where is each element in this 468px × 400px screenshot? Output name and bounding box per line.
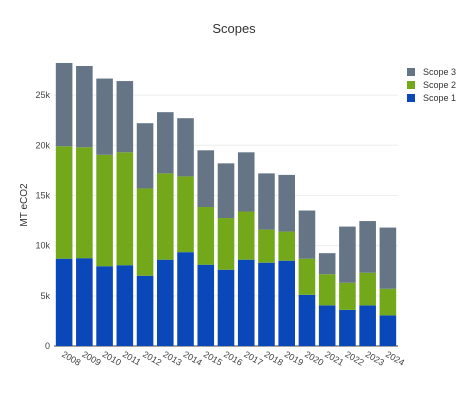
bar-segment-scope-1[interactable]	[136, 275, 154, 346]
bar-segment-scope-3[interactable]	[217, 163, 235, 219]
bar-segment-scope-2[interactable]	[318, 274, 336, 306]
x-tick-label: 2021	[323, 349, 345, 368]
x-tick-label: 2016	[222, 349, 244, 368]
y-tick-label: 10k	[35, 241, 50, 251]
bar-segment-scope-3[interactable]	[55, 62, 73, 147]
bar-segment-scope-1[interactable]	[359, 305, 376, 346]
bar-segment-scope-1[interactable]	[298, 294, 316, 346]
x-tick-label: 2014	[182, 349, 204, 368]
legend-item-scope-2[interactable]: Scope 2	[407, 80, 456, 90]
legend-swatch	[407, 68, 415, 76]
legend-label: Scope 3	[423, 67, 456, 77]
x-tick-label: 2008	[60, 349, 82, 368]
bar-segment-scope-3[interactable]	[339, 226, 356, 283]
bar-segment-scope-3[interactable]	[258, 173, 275, 230]
bar-segment-scope-1[interactable]	[76, 258, 93, 346]
bar-segment-scope-1[interactable]	[379, 315, 397, 346]
y-tick-label: 15k	[35, 190, 50, 200]
x-tick-label: 2013	[161, 349, 183, 368]
x-tick-label: 2023	[364, 349, 386, 368]
bar-segment-scope-2[interactable]	[96, 154, 113, 267]
x-tick-label: 2020	[303, 349, 325, 368]
chart-title: Scopes	[212, 21, 256, 36]
legend-item-scope-3[interactable]: Scope 3	[407, 67, 456, 77]
x-tick-label: 2017	[242, 349, 264, 368]
bar-segment-scope-2[interactable]	[237, 211, 255, 260]
legend-label: Scope 1	[423, 93, 456, 103]
bar-segment-scope-1[interactable]	[339, 309, 356, 346]
x-tick-label: 2011	[121, 349, 143, 367]
y-tick-label: 5k	[40, 291, 50, 301]
bar-segment-scope-3[interactable]	[96, 78, 113, 155]
x-tick-label: 2024	[384, 349, 406, 368]
bar-segment-scope-3[interactable]	[177, 118, 194, 177]
y-axis-ticks: 0 5k 10k 15k 20k 25k	[35, 90, 50, 351]
legend-label: Scope 2	[423, 80, 456, 90]
bar-segment-scope-2[interactable]	[278, 231, 296, 261]
bar-segment-scope-1[interactable]	[318, 305, 336, 346]
bar-segment-scope-1[interactable]	[237, 259, 255, 346]
bar-segment-scope-3[interactable]	[318, 253, 336, 275]
bar-segment-scope-2[interactable]	[379, 288, 397, 316]
bar-segment-scope-2[interactable]	[298, 258, 316, 295]
bar-segment-scope-3[interactable]	[278, 174, 296, 232]
bar-segment-scope-3[interactable]	[136, 123, 154, 189]
x-tick-label: 2010	[101, 349, 123, 368]
bar-segment-scope-3[interactable]	[156, 112, 174, 174]
bar-segment-scope-3[interactable]	[116, 81, 134, 153]
bar-segment-scope-1[interactable]	[156, 259, 174, 346]
x-tick-label: 2012	[141, 349, 163, 368]
x-tick-label: 2019	[283, 349, 305, 368]
bar-segment-scope-1[interactable]	[116, 265, 134, 346]
x-axis-ticks: 2008200920102011201220132014201520162017…	[60, 349, 406, 368]
bar-segment-scope-2[interactable]	[156, 173, 174, 260]
bar-segment-scope-1[interactable]	[197, 264, 215, 346]
bar-segment-scope-1[interactable]	[96, 266, 113, 346]
y-tick-label: 0	[45, 341, 50, 351]
bar-segment-scope-1[interactable]	[217, 269, 235, 346]
bar-segment-scope-3[interactable]	[298, 210, 316, 259]
x-tick-label: 2022	[343, 349, 365, 368]
bar-segment-scope-2[interactable]	[55, 146, 73, 259]
bar-segment-scope-2[interactable]	[116, 152, 134, 266]
bar-segment-scope-2[interactable]	[217, 218, 235, 270]
bar-segment-scope-2[interactable]	[339, 282, 356, 310]
bar-segment-scope-3[interactable]	[76, 66, 93, 148]
bar-segment-scope-3[interactable]	[237, 152, 255, 212]
bar-segment-scope-3[interactable]	[379, 227, 397, 289]
x-tick-label: 2018	[262, 349, 284, 368]
bar-segment-scope-2[interactable]	[197, 207, 215, 265]
bar-segment-scope-1[interactable]	[258, 262, 275, 346]
bar-segment-scope-2[interactable]	[76, 147, 93, 259]
legend-swatch	[407, 81, 415, 89]
bar-segment-scope-1[interactable]	[177, 252, 194, 346]
x-tick-label: 2015	[202, 349, 224, 368]
y-tick-label: 25k	[35, 90, 50, 100]
bar-segment-scope-2[interactable]	[177, 176, 194, 253]
bar-segment-scope-2[interactable]	[359, 272, 376, 306]
y-axis-label: MT eCO2	[19, 183, 30, 227]
y-tick-label: 20k	[35, 140, 50, 150]
bar-segment-scope-1[interactable]	[55, 258, 73, 346]
legend-swatch	[407, 94, 415, 102]
bar-segment-scope-2[interactable]	[258, 229, 275, 263]
legend[interactable]: Scope 3 Scope 2 Scope 1	[407, 67, 456, 103]
bars[interactable]	[55, 62, 397, 346]
bar-segment-scope-1[interactable]	[278, 260, 296, 346]
legend-item-scope-1[interactable]: Scope 1	[407, 93, 456, 103]
x-tick-label: 2009	[80, 349, 102, 368]
bar-segment-scope-3[interactable]	[197, 150, 215, 208]
bar-segment-scope-2[interactable]	[136, 188, 154, 276]
bar-segment-scope-3[interactable]	[359, 221, 376, 273]
